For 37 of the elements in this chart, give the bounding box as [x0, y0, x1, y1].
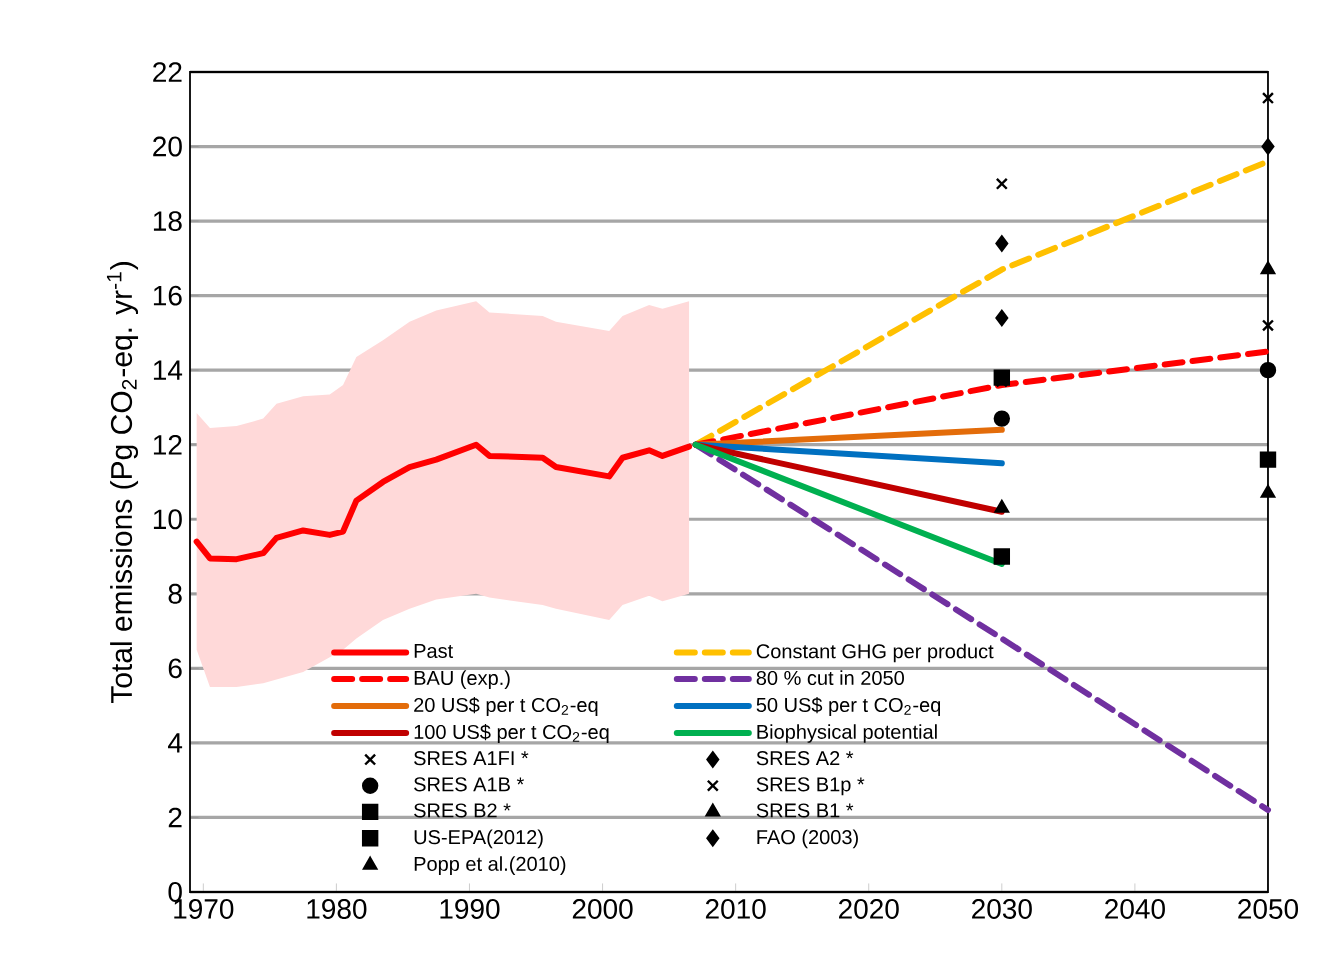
y-tick-label: 10: [153, 509, 182, 530]
x-tick-label: 2040: [1105, 899, 1165, 919]
legend-label: US-EPA(2012): [414, 829, 543, 849]
y-tick-label: 2: [168, 807, 182, 828]
legend-label: Constant GHG per product: [756, 643, 994, 663]
x-tick-label: 1990: [440, 899, 500, 919]
legend-label: SRES A1B *: [414, 777, 524, 792]
legend-label: 20 US$ per t CO$_{2}$-eq: [414, 697, 598, 717]
x-tick-label: 2010: [705, 899, 766, 919]
y-tick-label: 22: [153, 62, 182, 82]
x-tick-label: 2000: [572, 899, 633, 919]
y-tick-label: 14: [153, 360, 183, 380]
y-tick-label: 20: [153, 136, 182, 157]
y-tick-label: 12: [153, 434, 182, 455]
x-tick-label: 2020: [839, 899, 899, 919]
y-tick-label: 8: [168, 583, 182, 604]
x-tick-label: 1980: [307, 899, 367, 919]
y-tick-label: 4: [167, 733, 183, 753]
legend-label: 50 US$ per t CO$_{2}$-eq: [756, 697, 941, 717]
y-tick-label: 16: [153, 285, 182, 306]
legend-label: SRES A2 *: [756, 751, 854, 766]
legend-label: Biophysical potential: [757, 724, 937, 743]
legend-label: BAU (exp.): [414, 670, 510, 689]
legend-label: SRES B2 *: [414, 803, 511, 818]
x-tick-label: 2050: [1238, 899, 1299, 919]
legend-label: 80 % cut in 2050: [756, 670, 904, 686]
legend-label: 100 US$ per t CO$_{2}$-eq: [414, 724, 609, 744]
legend-label: SRES B1 *: [756, 803, 854, 818]
legend-label: FAO (2003): [757, 829, 858, 849]
x-tick-label: 2030: [972, 899, 1032, 919]
legend-label: SRES A1FI *: [414, 751, 529, 766]
legend-label: SRES B1p *: [756, 777, 865, 796]
y-tick-label: 6: [168, 658, 182, 679]
legend-label: Popp et al.(2010): [414, 856, 566, 875]
y-tick-label: 18: [153, 211, 182, 231]
legend-label: Past: [414, 644, 454, 658]
y-axis-title: Total emissions (Pg CO$_{2}$-eq. yr$^{-1}$): [106, 262, 139, 704]
